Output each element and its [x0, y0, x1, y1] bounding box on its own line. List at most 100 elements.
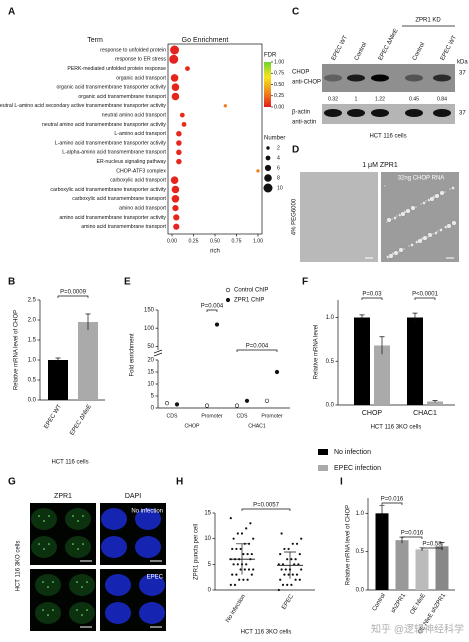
point: [239, 547, 242, 551]
term-label: neutral amino acid transmembrane transpo…: [42, 122, 166, 128]
dot: [176, 149, 182, 156]
droplet: [390, 217, 394, 221]
puncta: [86, 581, 88, 583]
band: [405, 74, 423, 82]
droplet: [439, 228, 443, 232]
side-label: HCT 116 3KO cells: [16, 541, 22, 592]
cell: [65, 508, 91, 530]
legend-marker: [225, 287, 231, 293]
droplet: [436, 229, 440, 233]
point: [277, 588, 280, 592]
error-bar: [412, 312, 418, 322]
point: [284, 568, 287, 571]
antibody-label: anti-CHOP: [292, 80, 321, 86]
y-tick-label: 0.5: [356, 549, 365, 555]
y-tick-label: 150: [144, 308, 155, 314]
quantification: 1: [355, 96, 358, 102]
point: [274, 369, 280, 375]
point: [294, 558, 297, 561]
chart-title: Go Enrichment: [182, 37, 229, 44]
axis-break: [153, 349, 163, 357]
panel-label: G: [8, 477, 16, 488]
bracket: [236, 349, 278, 352]
point: [280, 568, 283, 571]
point: [290, 583, 293, 586]
bar: [427, 401, 443, 405]
puncta: [82, 543, 84, 545]
colorbar-label: 0.75: [274, 71, 284, 77]
term-label: PERK-mediated unfolded protein response: [67, 66, 166, 72]
dot: [176, 130, 182, 137]
error-bar: [359, 314, 365, 321]
term-header: Term: [87, 37, 103, 44]
band: [347, 109, 365, 117]
droplet: [446, 223, 452, 229]
panel-label: I: [340, 477, 343, 488]
bar: [415, 549, 429, 590]
puncta: [82, 515, 84, 517]
dot: [171, 185, 180, 194]
y-tick-label: 0.0: [28, 398, 37, 404]
colorbar-label: 1.00: [274, 59, 284, 65]
y-axis-label: ZPR1 puncta per cell: [194, 524, 200, 580]
y-tick-label: 5: [208, 562, 212, 568]
point: [229, 583, 232, 586]
point: [298, 578, 301, 581]
term-label: L-amino acid transport: [114, 131, 166, 137]
cell: [139, 574, 165, 596]
point: [239, 568, 242, 571]
term-label: organic acid transmembrane transport: [78, 94, 166, 100]
colorbar-label: 0.50: [274, 82, 284, 88]
cell: [35, 574, 61, 596]
droplet: [424, 199, 428, 203]
point: [235, 547, 238, 551]
size-label: 2: [277, 145, 280, 151]
y-tick-label: 0.5: [326, 359, 335, 365]
point: [286, 583, 289, 586]
group-label: CHOP: [185, 423, 201, 429]
droplet: [426, 235, 430, 239]
droplet: [431, 232, 435, 236]
x-tick-label: CHAC1: [413, 410, 437, 417]
legend-title: FDR: [264, 53, 277, 59]
group-label: ZPR1 KD: [415, 18, 441, 24]
x-tick-label: Promoter: [261, 413, 283, 419]
point: [287, 547, 290, 551]
footer: HCT 116 cells: [369, 134, 406, 140]
cell: [135, 536, 161, 558]
annotation: P=0.016: [381, 497, 404, 503]
size-key: [264, 164, 272, 172]
cell: [31, 536, 57, 558]
image: [300, 172, 378, 262]
point: [300, 568, 303, 571]
point: [235, 573, 238, 576]
size-label: 10: [277, 185, 283, 191]
droplet: [393, 216, 397, 220]
annotation: P<0.0001: [412, 292, 439, 298]
droplet: [451, 186, 455, 190]
droplet: [385, 220, 389, 224]
cell: [31, 508, 57, 530]
y-tick-label: 10: [204, 536, 211, 542]
point: [238, 578, 241, 581]
droplet: [451, 220, 457, 226]
panel-label: F: [302, 277, 308, 288]
annotation: P=0.58: [422, 542, 442, 548]
point: [279, 552, 282, 556]
point: [279, 578, 282, 581]
puncta: [86, 609, 88, 611]
bracket: [206, 309, 218, 312]
panel-label: D: [292, 145, 299, 156]
marker-label: 37: [459, 111, 466, 117]
puncta: [38, 515, 40, 517]
y-tick-label: 0.0: [356, 588, 365, 594]
dot: [176, 158, 182, 165]
group-label: CHAC1: [248, 423, 266, 429]
bar: [407, 317, 423, 405]
y-tick-label: 10: [147, 382, 154, 388]
y-tick-label: 2.5: [28, 298, 37, 304]
x-axis-label: HCT 116 3KO cells: [241, 630, 292, 636]
legend-marker: [225, 297, 231, 303]
droplet: [434, 231, 438, 235]
dot: [171, 92, 180, 101]
